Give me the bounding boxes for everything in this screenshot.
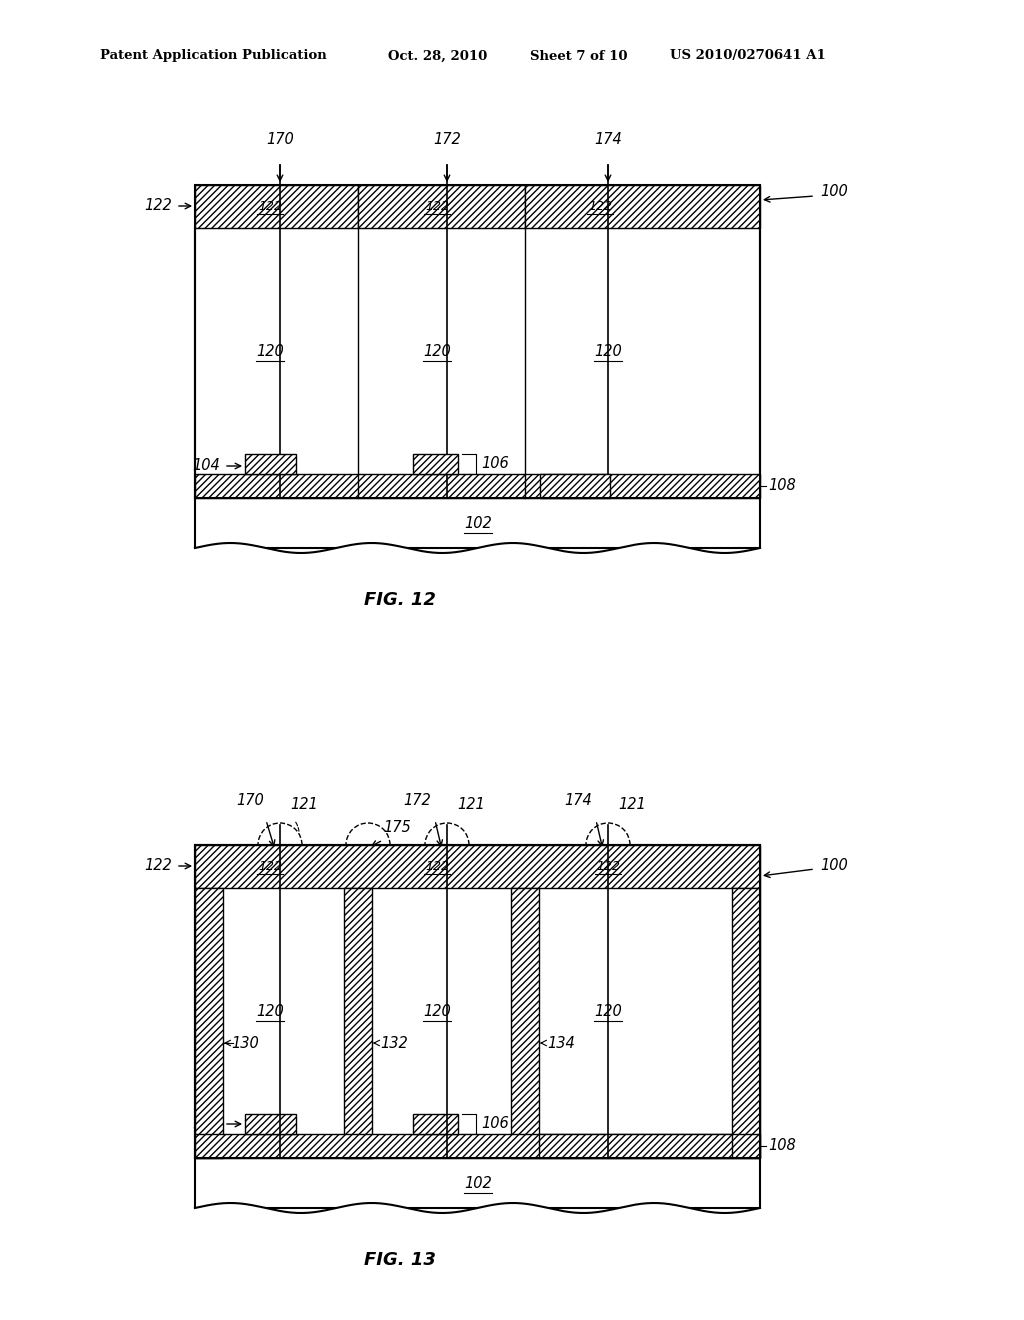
Text: 172: 172 [403,793,431,808]
Bar [245,1114,296,1134]
Text: 132: 132 [380,1035,408,1051]
Bar [195,845,760,1158]
Text: 122: 122 [425,199,449,213]
Text: 172: 172 [433,132,461,147]
Bar [525,185,760,228]
Text: 100: 100 [820,185,848,199]
Bar [245,454,296,474]
Text: 102: 102 [464,1176,492,1191]
Text: 104: 104 [193,458,220,474]
Bar [195,228,760,498]
Text: 102: 102 [464,516,492,531]
Bar [195,474,760,498]
Text: Sheet 7 of 10: Sheet 7 of 10 [530,49,628,62]
Text: Patent Application Publication: Patent Application Publication [100,49,327,62]
Bar [195,845,760,1158]
Text: 120: 120 [256,1003,284,1019]
Bar [344,888,372,1158]
Text: 120: 120 [423,1003,451,1019]
Bar [195,498,760,548]
Bar [413,1114,458,1134]
Text: 130: 130 [231,1035,259,1051]
Text: 174: 174 [594,132,622,147]
Text: 122: 122 [596,859,620,873]
Text: FIG. 13: FIG. 13 [365,1251,436,1269]
Text: 120: 120 [594,1003,622,1019]
Text: 174: 174 [564,793,592,808]
Text: 108: 108 [768,1138,796,1154]
Bar [195,185,760,498]
Text: 122: 122 [144,198,172,214]
Text: 122: 122 [258,199,282,213]
Text: 121: 121 [618,797,646,812]
Text: 134: 134 [547,1035,574,1051]
Text: 175: 175 [383,820,411,836]
Text: 170: 170 [237,793,264,808]
Bar [195,1134,760,1158]
Text: 104: 104 [193,1117,220,1131]
Text: 122: 122 [425,859,449,873]
Text: 106: 106 [481,457,509,471]
Text: FIG. 12: FIG. 12 [365,591,436,609]
Text: 120: 120 [423,343,451,359]
Bar [413,454,458,474]
Bar [358,185,525,228]
Bar [195,185,358,228]
Text: 170: 170 [266,132,294,147]
Bar [195,888,223,1158]
Bar [540,474,610,498]
Text: 108: 108 [768,479,796,494]
Text: Oct. 28, 2010: Oct. 28, 2010 [388,49,487,62]
Text: 120: 120 [594,343,622,359]
Text: 121: 121 [290,797,317,812]
Text: 121: 121 [457,797,484,812]
Bar [195,845,760,888]
Text: 120: 120 [256,343,284,359]
Text: 100: 100 [820,858,848,873]
Text: 122: 122 [144,858,172,874]
Text: 106: 106 [481,1117,509,1131]
Bar [195,1158,760,1208]
Bar [539,1134,732,1158]
Text: US 2010/0270641 A1: US 2010/0270641 A1 [670,49,825,62]
Bar [511,888,539,1158]
Bar [732,888,760,1158]
Text: 122: 122 [258,859,282,873]
Text: 122: 122 [588,199,612,213]
